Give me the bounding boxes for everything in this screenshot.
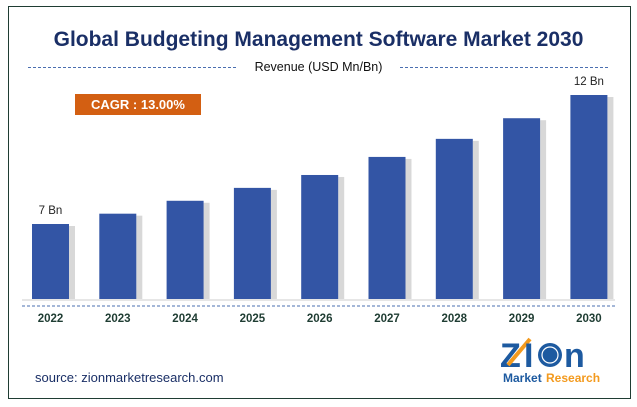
chart-frame bbox=[8, 6, 631, 399]
zion-logo: Z I n Market Research bbox=[500, 335, 605, 390]
svg-text:Research: Research bbox=[546, 371, 600, 385]
bar-2026 bbox=[301, 174, 339, 299]
bar-2030 bbox=[570, 95, 608, 299]
bar-2023 bbox=[99, 213, 137, 299]
cagr-badge: CAGR : 13.00% bbox=[75, 94, 201, 115]
source-text: source: zionmarketresearch.com bbox=[35, 370, 224, 385]
bar-shadow bbox=[270, 189, 277, 299]
x-tick-label: 2026 bbox=[307, 313, 333, 325]
x-tick-label: 2027 bbox=[374, 313, 400, 325]
data-label: 7 Bn bbox=[39, 205, 63, 217]
x-tick-label: 2030 bbox=[576, 313, 602, 325]
bar-shadow bbox=[540, 120, 547, 299]
x-tick-label: 2025 bbox=[240, 313, 266, 325]
bar-shadow bbox=[203, 202, 210, 299]
bar-2027 bbox=[368, 156, 406, 299]
x-tick-label: 2023 bbox=[105, 313, 131, 325]
bar-shadow bbox=[338, 176, 345, 299]
bar-2028 bbox=[435, 138, 473, 299]
svg-text:Z: Z bbox=[500, 337, 521, 375]
bar-2022 bbox=[32, 224, 69, 299]
x-tick-label: 2028 bbox=[442, 313, 468, 325]
bar-shadow bbox=[607, 97, 614, 299]
bar-shadow bbox=[472, 140, 479, 299]
bar-2025 bbox=[233, 187, 271, 299]
x-tick-label: 2029 bbox=[509, 313, 535, 325]
divider-right bbox=[400, 67, 608, 68]
svg-text:I: I bbox=[524, 337, 533, 375]
bar-2024 bbox=[166, 200, 204, 299]
data-label: 12 Bn bbox=[574, 76, 604, 88]
x-tick-label: 2024 bbox=[172, 313, 198, 325]
bar-shadow bbox=[69, 226, 75, 299]
svg-text:n: n bbox=[564, 337, 585, 375]
bar-2029 bbox=[503, 118, 541, 299]
x-tick-label: 2022 bbox=[38, 313, 64, 325]
chart-subtitle: Revenue (USD Mn/Bn) bbox=[254, 60, 383, 74]
svg-text:Market: Market bbox=[503, 371, 542, 385]
bar-shadow bbox=[136, 215, 143, 299]
divider-left bbox=[28, 67, 236, 68]
bar-shadow bbox=[405, 158, 412, 299]
chart-title: Global Budgeting Management Software Mar… bbox=[53, 28, 584, 51]
